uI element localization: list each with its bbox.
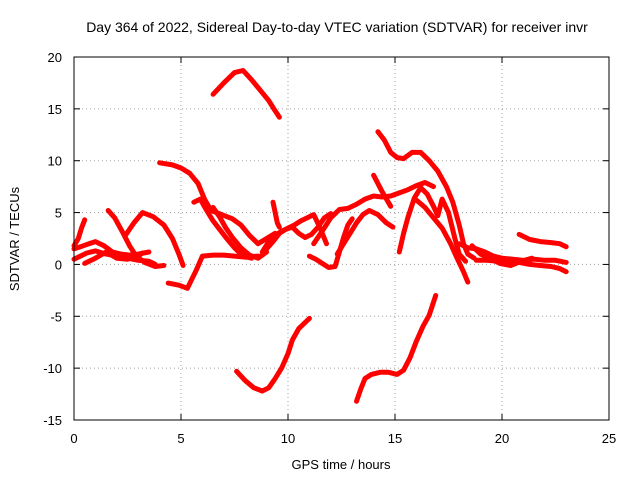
series-trace-15 [270,199,282,230]
series-trace-6 [122,210,186,268]
axis-ticks: 0 5 10 15 20 25 -15 -10 -5 0 5 10 15 20 [43,50,616,446]
x-tick-label: 15 [388,431,402,446]
series-trace-10 [210,204,270,261]
x-tick-label: 5 [177,431,184,446]
x-tick-label: 20 [495,431,509,446]
series-trace-5 [105,208,167,269]
y-axis-label: SDTVAR / TECUs [7,186,22,291]
y-tick-label: -15 [43,413,62,428]
series-trace-23 [413,197,471,285]
series-trace-17 [311,180,436,247]
y-tick-label: 20 [48,50,62,65]
x-axis-label: GPS time / hours [292,457,391,472]
series-trace-19 [354,293,439,404]
y-tick-label: 15 [48,102,62,117]
series-trace-8 [165,252,261,291]
x-tick-label: 25 [602,431,616,446]
series-trace-18 [334,208,396,257]
series-trace-9 [191,196,255,261]
series-trace-12 [234,315,312,394]
y-tick-label: 0 [55,257,62,272]
series-trace-22 [396,185,469,264]
series-trace-27 [516,231,569,250]
gridlines [74,57,609,420]
series-trace-21 [375,129,477,261]
y-tick-label: -10 [43,361,62,376]
series-trace-7 [157,160,278,247]
y-tick-label: -5 [50,309,62,324]
series-trace-11 [210,68,282,120]
plot-frame [73,56,610,421]
x-tick-label: 0 [70,431,77,446]
series-trace-20 [371,172,394,209]
series-trace-1 [71,217,88,249]
series-trace-14 [264,211,334,252]
x-tick-label: 10 [281,431,295,446]
series-trace-26 [469,243,535,268]
y-tick-label: 10 [48,154,62,169]
y-tick-label: 5 [55,206,62,221]
data-series [71,68,569,404]
series-trace-16 [306,216,355,270]
chart-title: Day 364 of 2022, Sidereal Day-to-day VTE… [86,19,588,35]
